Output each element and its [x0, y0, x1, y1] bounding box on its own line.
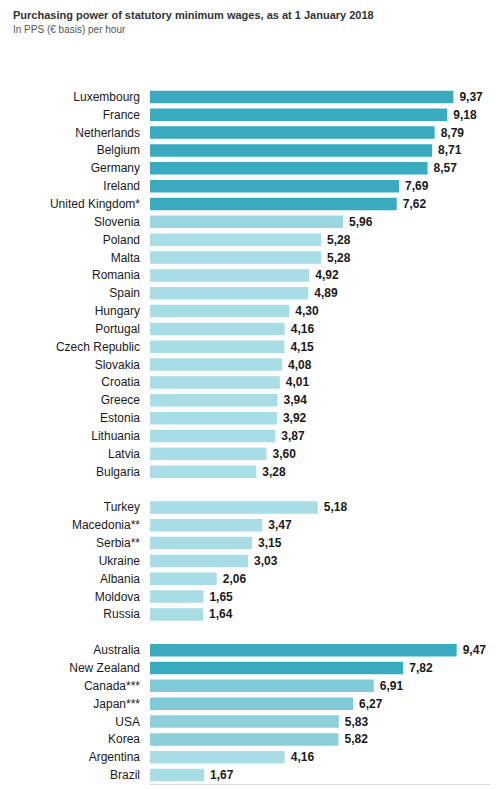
svg-text:4,01: 4,01	[286, 375, 310, 389]
svg-text:USA: USA	[115, 715, 140, 729]
svg-text:4,89: 4,89	[314, 286, 338, 300]
svg-text:5,82: 5,82	[344, 732, 368, 746]
svg-text:Poland: Poland	[103, 233, 140, 247]
svg-text:France: France	[103, 108, 141, 122]
svg-text:4,08: 4,08	[288, 358, 312, 372]
svg-text:Bulgaria: Bulgaria	[96, 465, 140, 479]
svg-text:Australia: Australia	[93, 643, 140, 657]
svg-text:4,15: 4,15	[290, 340, 314, 354]
svg-text:3,47: 3,47	[268, 518, 292, 532]
svg-text:5,18: 5,18	[324, 500, 348, 514]
svg-text:1,67: 1,67	[210, 768, 234, 782]
svg-text:Estonia: Estonia	[100, 411, 140, 425]
svg-text:Germany: Germany	[91, 161, 140, 175]
svg-text:Macedonia**: Macedonia**	[72, 518, 140, 532]
svg-text:Belgium: Belgium	[97, 143, 140, 157]
svg-text:Ireland: Ireland	[103, 179, 140, 193]
svg-text:In PPS (€ basis) per hour: In PPS (€ basis) per hour	[13, 24, 126, 35]
svg-text:Moldova: Moldova	[95, 590, 141, 604]
svg-text:5,28: 5,28	[327, 251, 351, 265]
svg-text:8,79: 8,79	[441, 126, 465, 140]
svg-text:Greece: Greece	[101, 393, 141, 407]
svg-text:Purchasing power of statutory: Purchasing power of statutory minimum wa…	[13, 9, 374, 21]
svg-text:5,83: 5,83	[345, 715, 369, 729]
svg-text:Argentina: Argentina	[89, 750, 141, 764]
svg-text:Romania: Romania	[92, 268, 140, 282]
svg-text:6,91: 6,91	[380, 679, 404, 693]
svg-text:9,47: 9,47	[463, 643, 487, 657]
svg-text:3,94: 3,94	[284, 393, 308, 407]
svg-text:9,18: 9,18	[453, 108, 477, 122]
svg-text:Serbia**: Serbia**	[96, 536, 140, 550]
svg-text:7,82: 7,82	[409, 661, 433, 675]
svg-text:9,37: 9,37	[459, 90, 483, 104]
svg-text:4,30: 4,30	[295, 304, 319, 318]
svg-text:3,60: 3,60	[273, 447, 297, 461]
svg-text:8,71: 8,71	[438, 143, 462, 157]
svg-text:8,57: 8,57	[434, 161, 458, 175]
svg-text:1,64: 1,64	[209, 607, 233, 621]
svg-text:New Zealand: New Zealand	[69, 661, 140, 675]
svg-text:Slovakia: Slovakia	[95, 358, 141, 372]
svg-text:Lithuania: Lithuania	[91, 429, 140, 443]
svg-text:Latvia: Latvia	[108, 447, 140, 461]
svg-text:Luxembourg: Luxembourg	[73, 90, 140, 104]
svg-text:3,28: 3,28	[262, 465, 286, 479]
svg-text:4,16: 4,16	[291, 750, 315, 764]
svg-text:3,15: 3,15	[258, 536, 282, 550]
svg-text:7,62: 7,62	[403, 197, 427, 211]
svg-text:3,87: 3,87	[281, 429, 305, 443]
svg-text:Croatia: Croatia	[101, 375, 140, 389]
svg-text:Slovenia: Slovenia	[94, 215, 140, 229]
svg-text:3,03: 3,03	[254, 554, 278, 568]
svg-text:5,96: 5,96	[349, 215, 373, 229]
svg-text:Russia: Russia	[103, 607, 140, 621]
svg-text:Korea: Korea	[108, 732, 140, 746]
svg-text:Ukraine: Ukraine	[99, 554, 141, 568]
svg-text:7,69: 7,69	[405, 179, 429, 193]
svg-text:Malta: Malta	[111, 251, 141, 265]
svg-text:Japan***: Japan***	[93, 697, 140, 711]
svg-text:4,92: 4,92	[315, 268, 339, 282]
svg-text:Hungary: Hungary	[95, 304, 140, 318]
svg-text:Brazil: Brazil	[110, 768, 140, 782]
svg-text:Albania: Albania	[100, 572, 140, 586]
svg-text:Netherlands: Netherlands	[75, 126, 140, 140]
svg-text:2,06: 2,06	[223, 572, 247, 586]
svg-text:5,28: 5,28	[327, 233, 351, 247]
svg-text:Czech Republic: Czech Republic	[56, 340, 140, 354]
svg-text:Portugal: Portugal	[95, 322, 140, 336]
svg-text:3,92: 3,92	[283, 411, 307, 425]
svg-text:6,27: 6,27	[359, 697, 383, 711]
svg-text:Turkey: Turkey	[104, 500, 140, 514]
svg-text:1,65: 1,65	[209, 590, 233, 604]
svg-text:Spain: Spain	[109, 286, 140, 300]
svg-text:4,16: 4,16	[291, 322, 315, 336]
svg-text:Canada***: Canada***	[84, 679, 140, 693]
svg-text:United Kingdom*: United Kingdom*	[50, 197, 140, 211]
